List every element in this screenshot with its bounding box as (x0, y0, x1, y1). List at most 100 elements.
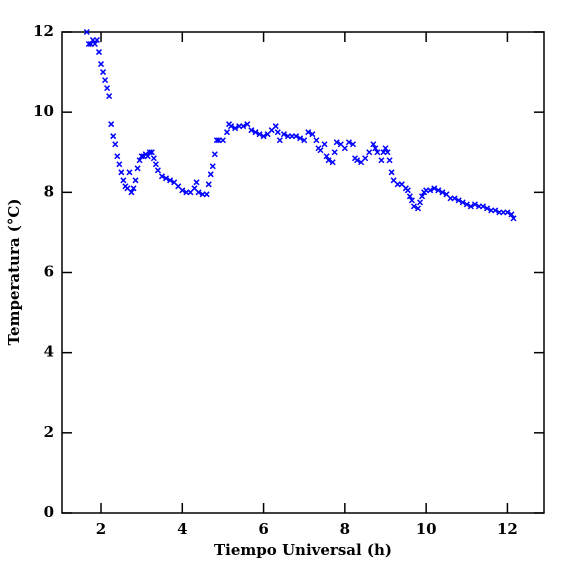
data-point (91, 40, 98, 48)
data-point (309, 131, 316, 138)
data-point (163, 175, 170, 182)
data-point (349, 141, 357, 148)
data-point (333, 139, 340, 146)
data-point (467, 203, 474, 210)
data-point (102, 77, 109, 84)
data-point (276, 137, 283, 144)
data-point (93, 36, 100, 44)
data-point (317, 147, 324, 154)
data-point (116, 161, 123, 168)
data-point (305, 129, 312, 136)
data-point (451, 195, 458, 202)
y-tick-label: 12 (33, 22, 54, 40)
data-point (386, 157, 393, 164)
x-tick-label: 10 (416, 520, 437, 538)
data-point (138, 153, 145, 160)
data-point (504, 209, 511, 216)
data-point (106, 93, 113, 100)
data-point (435, 187, 442, 194)
data-point (455, 197, 462, 204)
x-tick-label: 2 (96, 520, 106, 538)
data-point (244, 121, 251, 128)
data-point (150, 155, 157, 162)
data-point (372, 145, 379, 152)
data-point (354, 157, 361, 164)
data-point (414, 205, 422, 212)
data-point (427, 187, 434, 194)
data-point (408, 197, 415, 204)
data-point (232, 125, 239, 132)
data-point (370, 141, 377, 148)
data-point (297, 135, 304, 142)
data-point (195, 189, 202, 196)
data-point (240, 123, 247, 130)
data-point (492, 207, 499, 214)
data-point (366, 149, 373, 156)
data-point (248, 127, 255, 134)
data-point (126, 169, 133, 176)
data-point (341, 145, 348, 152)
data-point (329, 159, 336, 166)
data-point (148, 149, 155, 156)
data-point (95, 49, 103, 56)
data-point (130, 185, 137, 192)
data-point (203, 191, 210, 198)
data-point (100, 69, 107, 76)
data-point (321, 141, 328, 148)
y-tick-label: 0 (44, 503, 54, 521)
x-axis-label: Tiempo Universal (h) (214, 541, 392, 559)
data-point (158, 173, 166, 180)
data-point (382, 145, 389, 152)
x-tick-label: 6 (258, 520, 268, 538)
data-point (406, 193, 413, 200)
data-point (388, 169, 395, 176)
data-point (260, 133, 267, 140)
data-point (378, 157, 385, 164)
data-point (417, 199, 424, 206)
data-point (331, 149, 338, 156)
x-tick-label: 8 (340, 520, 350, 538)
plot-frame (61, 31, 545, 514)
x-tick-label: 4 (177, 520, 187, 538)
data-point (104, 85, 111, 92)
data-point (510, 215, 517, 222)
y-tick-label: 8 (44, 182, 54, 200)
y-axis-label: Temperatura (°C) (5, 199, 23, 346)
data-point (118, 169, 125, 176)
data-point (404, 187, 411, 194)
data-point (207, 171, 214, 178)
y-tick-label: 10 (33, 102, 54, 120)
data-point (252, 129, 259, 136)
data-point (274, 129, 281, 136)
data-point (219, 137, 226, 144)
data-point (152, 161, 159, 168)
data-point (97, 61, 105, 68)
data-point (120, 177, 127, 184)
data-point (112, 141, 119, 148)
data-point (209, 163, 216, 170)
data-point (256, 131, 263, 138)
data-point (484, 205, 491, 212)
data-point (419, 193, 426, 200)
data-point (345, 139, 352, 146)
data-point (508, 211, 515, 218)
data-point (480, 203, 487, 210)
data-point (228, 123, 235, 130)
data-point (213, 137, 220, 144)
data-point (459, 199, 466, 206)
data-point (384, 149, 391, 156)
data-point (293, 133, 300, 140)
data-point (410, 203, 417, 210)
data-point (272, 123, 279, 130)
data-point (374, 149, 381, 156)
data-point (114, 153, 121, 160)
data-point (301, 137, 308, 144)
data-point (205, 181, 212, 188)
data-point (471, 201, 478, 208)
data-point (325, 157, 332, 164)
data-point (108, 121, 115, 128)
data-point (134, 165, 141, 172)
data-point (83, 28, 90, 36)
data-point (146, 149, 153, 156)
